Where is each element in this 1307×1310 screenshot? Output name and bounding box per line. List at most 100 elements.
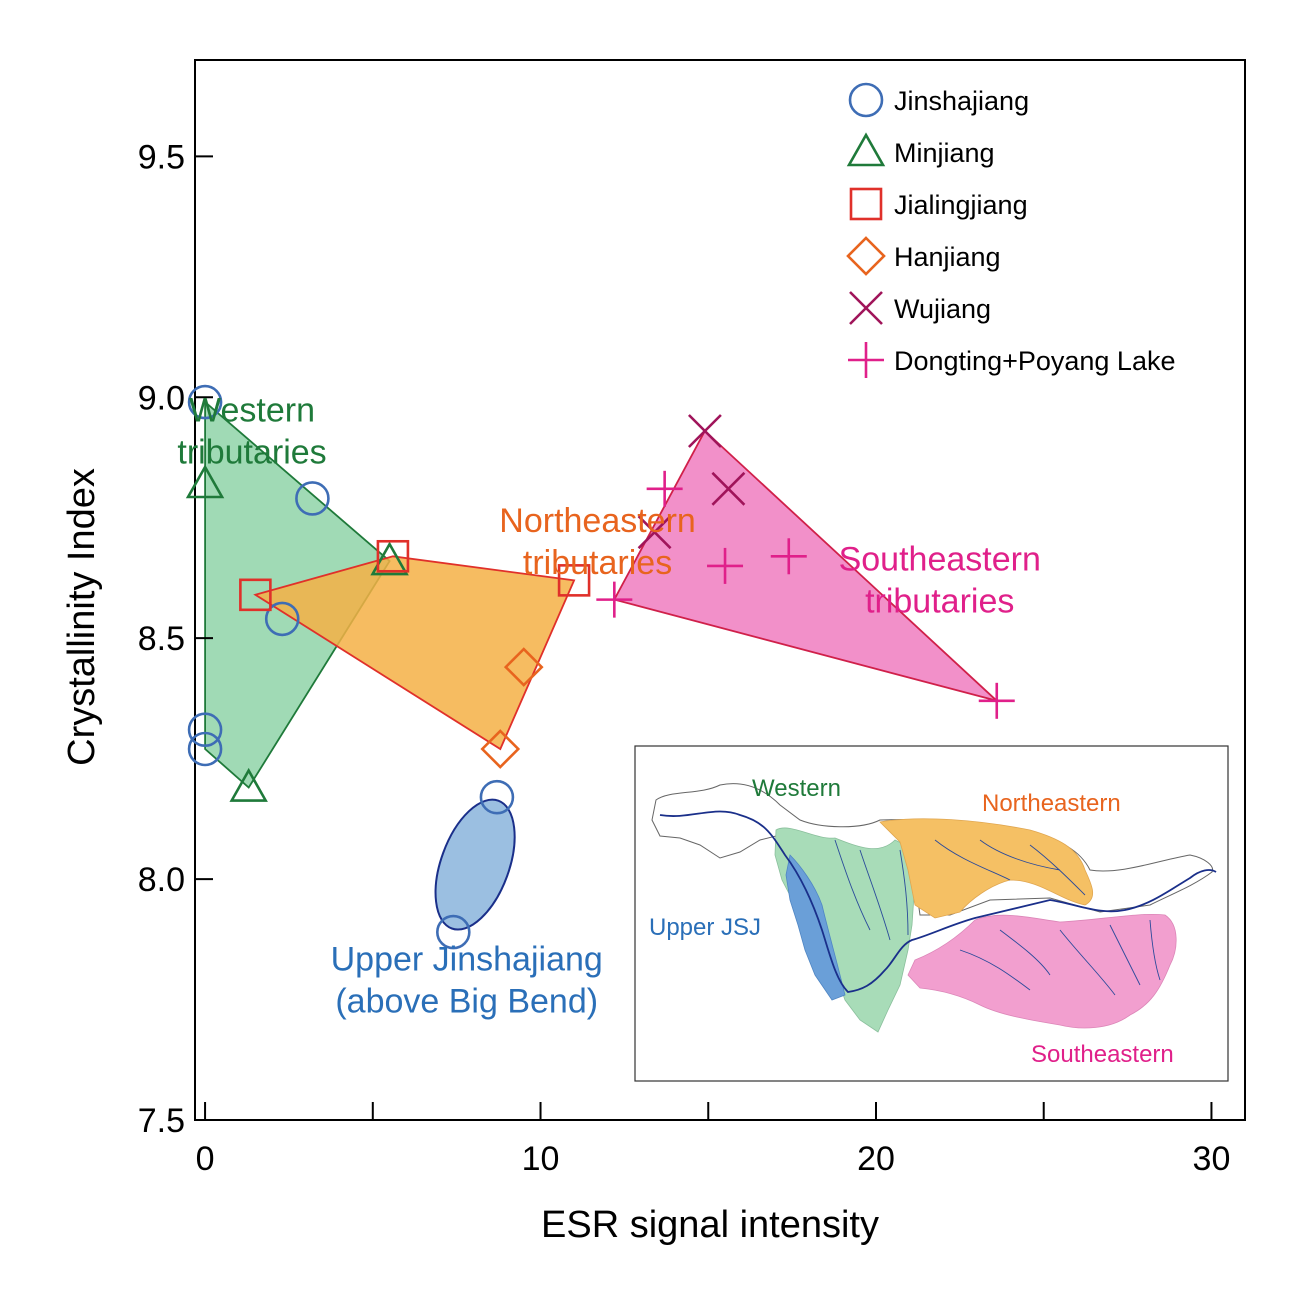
- inset-yangtze-mainstem: [659, 810, 1217, 993]
- legend-marker-jinshajiang: [848, 82, 884, 118]
- inset-tributary-river-1: [834, 839, 1161, 996]
- point-minjiang: [370, 541, 409, 576]
- legend-label-jialingjiang: Jialingjiang: [894, 190, 1028, 220]
- point-dongting-poyang-lake: [978, 682, 1015, 719]
- legend-label-jinshajiang: Jinshajiang: [894, 86, 1029, 116]
- axis-ticks: 0 10 20 30 7.5 8.0 8.5 9.0 9.5: [138, 138, 1231, 1178]
- x-tick-label: 10: [522, 1140, 560, 1178]
- point-wujiang: [637, 515, 672, 550]
- legend-marker-hanjiang-shape: [846, 236, 886, 276]
- point-jinshajiang: [187, 712, 223, 748]
- point-jinshajiang-shape: [264, 601, 300, 637]
- point-dongting-poyang-lake: [596, 581, 633, 618]
- plot-frame: [194, 59, 1246, 1121]
- region-label-line: tributaries: [177, 433, 326, 471]
- point-jialingjiang-shape: [557, 564, 591, 597]
- region-ellipse-3: [434, 798, 516, 931]
- point-jinshajiang-shape: [479, 779, 515, 815]
- region-layer: [204, 400, 998, 931]
- point-jinshajiang-shape: [436, 914, 471, 950]
- point-jialingjiang: [557, 564, 591, 597]
- inset-label-upper-jsj: Upper JSJ: [649, 914, 761, 941]
- legend-marker-jialingjiang: [849, 187, 883, 221]
- point-minjiang: [185, 464, 225, 499]
- legend-marker-wujiang: [849, 291, 883, 325]
- legend-label-dongting-poyang-lake: Dongting+Poyang Lake: [894, 346, 1175, 376]
- inset-map: Western Northeastern Upper JSJ Southeast…: [634, 745, 1229, 1082]
- point-wujiang: [687, 414, 722, 448]
- legend-marker-minjiang: [846, 132, 886, 167]
- point-jinshajiang: [187, 731, 223, 767]
- region-label-line: Southeastern: [839, 541, 1041, 579]
- x-axis-label: ESR signal intensity: [541, 1204, 879, 1246]
- point-jinshajiang: [295, 481, 330, 516]
- point-jinshajiang: [436, 914, 471, 950]
- legend-label-hanjiang: Hanjiang: [894, 242, 1001, 272]
- point-jinshajiang-shape: [187, 384, 223, 420]
- point-dongting-poyang-lake: [770, 538, 807, 575]
- point-minjiang-shape: [229, 767, 268, 802]
- point-jialingjiang-shape: [239, 578, 272, 612]
- legend-marker-jinshajiang-shape: [848, 82, 884, 118]
- point-wujiang-stroke-b: [687, 414, 722, 448]
- point-dongting-poyang-lake: [646, 470, 683, 507]
- point-wujiang-stroke-b: [637, 515, 672, 550]
- point-dongting-poyang-lake: [707, 547, 744, 584]
- point-jinshajiang-shape: [187, 731, 223, 767]
- point-hanjiang-shape: [480, 729, 521, 769]
- inset-label-northeastern: Northeastern: [982, 790, 1121, 817]
- legend-marker-hanjiang: [846, 236, 886, 276]
- y-tick-label: 9.0: [138, 379, 185, 417]
- point-hanjiang: [503, 647, 544, 687]
- x-tick-label: 0: [196, 1140, 215, 1178]
- point-jinshajiang: [479, 779, 515, 815]
- point-jinshajiang: [187, 384, 223, 420]
- inset-upper-jsj-region: [785, 854, 846, 1001]
- point-minjiang-shape: [370, 541, 409, 576]
- plot-border: [194, 59, 1246, 1121]
- y-tick-label: 8.0: [138, 861, 185, 899]
- region-label-line: (above Big Bend): [335, 983, 598, 1021]
- legend-label-wujiang: Wujiang: [894, 294, 991, 324]
- x-tick-label: 20: [857, 1140, 895, 1178]
- y-axis-label: Crystallinity Index: [61, 468, 103, 766]
- region-label-line: Upper Jinshajiang: [331, 941, 603, 979]
- point-jialingjiang: [376, 539, 410, 573]
- region-label-2: Southeastern tributaries: [839, 541, 1041, 621]
- inset-southeastern-region: [907, 913, 1177, 1029]
- point-jinshajiang-shape: [295, 481, 330, 516]
- legend: Jinshajiang Minjiang Jialingjiang Hanjiang W…: [846, 82, 1175, 378]
- inset-label-southeastern: Southeastern: [1031, 1041, 1174, 1068]
- legend-marker-wujiang-stroke-b: [849, 291, 883, 325]
- y-tick-label: 8.5: [138, 620, 185, 658]
- region-label-line: tributaries: [523, 544, 672, 582]
- point-wujiang: [711, 471, 746, 506]
- point-jinshajiang: [264, 601, 300, 637]
- data-points-layer: [185, 384, 1015, 950]
- legend-label-minjiang: Minjiang: [894, 138, 995, 168]
- point-minjiang: [229, 767, 268, 802]
- point-hanjiang: [480, 729, 521, 769]
- x-tick-label: 30: [1193, 1140, 1231, 1178]
- region-polygon-2: [612, 429, 998, 702]
- legend-marker-dongting-poyang-lake: [848, 342, 884, 378]
- region-label-line: tributaries: [865, 583, 1014, 621]
- point-jialingjiang: [239, 578, 272, 612]
- legend-marker-jialingjiang-shape: [849, 187, 883, 221]
- region-label-1: Northeastern tributaries: [499, 502, 696, 582]
- point-wujiang-stroke-b: [711, 471, 746, 506]
- region-label-line: Western: [189, 391, 315, 429]
- region-label-0: Western tributaries: [177, 391, 326, 471]
- inset-northeastern-region: [879, 818, 1093, 919]
- point-minjiang-shape: [185, 464, 225, 499]
- point-jialingjiang-shape: [376, 539, 410, 573]
- region-label-line: Northeastern: [499, 502, 696, 540]
- y-tick-label: 7.5: [138, 1102, 185, 1140]
- point-jinshajiang-shape: [187, 712, 223, 748]
- region-polygon-1: [253, 555, 576, 751]
- legend-marker-minjiang-shape: [846, 132, 886, 167]
- point-hanjiang-shape: [503, 647, 544, 687]
- y-tick-label: 9.5: [138, 138, 185, 176]
- region-label-3: Upper Jinshajiang (above Big Bend): [331, 941, 603, 1021]
